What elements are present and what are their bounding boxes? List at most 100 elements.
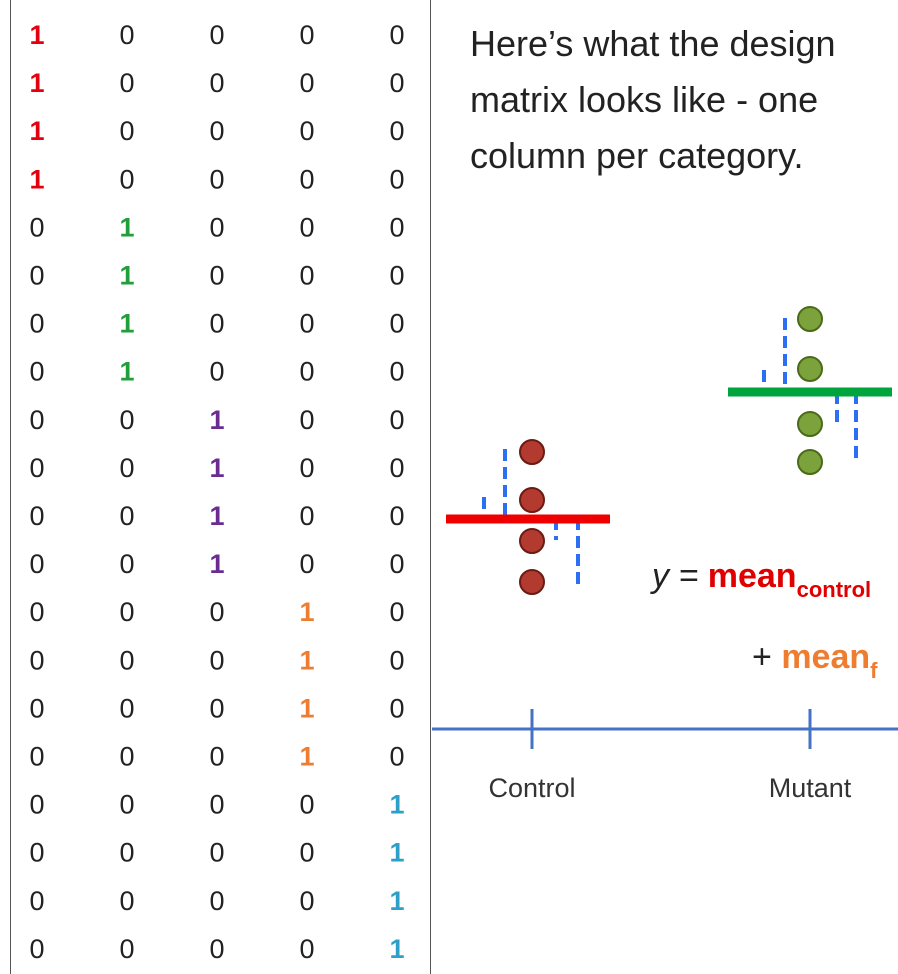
matrix-cell-r16-c3: 0 — [209, 742, 224, 772]
matrix-cell-r8-c4: 0 — [299, 357, 314, 387]
mutant-point-4 — [797, 449, 823, 475]
matrix-cell-r15-c3: 0 — [209, 693, 224, 723]
matrix-cell-r8-c5: 0 — [389, 357, 404, 387]
matrix-cell-r6-c4: 0 — [299, 261, 314, 291]
matrix-cell-r8-c3: 0 — [209, 357, 224, 387]
matrix-cell-r12-c4: 0 — [299, 549, 314, 579]
matrix-cell-r10-c5: 0 — [389, 453, 404, 483]
mutant-point-2 — [797, 356, 823, 382]
matrix-cell-r18-c2: 0 — [119, 838, 134, 868]
matrix-cell-r2-c4: 0 — [299, 68, 314, 98]
matrix-cell-r18-c1: 0 — [29, 838, 44, 868]
matrix-cell-r19-c2: 0 — [119, 886, 134, 916]
design-matrix-panel: 1 0 0 0 0 1 0 0 0 0 1 0 0 0 0 1 0 0 0 0 0 1 0 0 0 0 1 0 0 0 0 1 0 0 0 0 1 0 0 0… — [10, 0, 431, 974]
matrix-cell-r9-c4: 0 — [299, 405, 314, 435]
x-label-control: Control — [488, 773, 575, 803]
equation-sub-f: f — [870, 658, 878, 683]
matrix-cell-r1-c5: 0 — [389, 20, 404, 50]
matrix-cell-r17-c2: 0 — [119, 790, 134, 820]
matrix-cell-r15-c5: 0 — [389, 693, 404, 723]
matrix-cell-r12-c2: 0 — [119, 549, 134, 579]
matrix-cell-r11-c3: 1 — [209, 501, 224, 531]
mutant-point-1 — [797, 306, 823, 332]
matrix-cell-r8-c1: 0 — [29, 357, 44, 387]
matrix-cell-r9-c3: 1 — [209, 405, 224, 435]
matrix-cell-r14-c1: 0 — [29, 645, 44, 675]
matrix-cell-r2-c2: 0 — [119, 68, 134, 98]
matrix-cell-r6-c3: 0 — [209, 261, 224, 291]
matrix-cell-r16-c4: 1 — [299, 742, 314, 772]
matrix-cell-r7-c2: 1 — [119, 309, 134, 339]
matrix-cell-r13-c2: 0 — [119, 597, 134, 627]
matrix-cell-r1-c1: 1 — [29, 20, 44, 50]
mutant-point-3 — [797, 411, 823, 437]
matrix-cell-r16-c1: 0 — [29, 742, 44, 772]
matrix-cell-r14-c2: 0 — [119, 645, 134, 675]
matrix-cell-r10-c4: 0 — [299, 453, 314, 483]
matrix-cell-r6-c2: 1 — [119, 261, 134, 291]
matrix-cell-r16-c5: 0 — [389, 742, 404, 772]
matrix-cell-r2-c5: 0 — [389, 68, 404, 98]
mutant-group — [728, 306, 892, 475]
matrix-cell-r8-c2: 1 — [119, 357, 134, 387]
matrix-cell-r1-c2: 0 — [119, 20, 134, 50]
matrix-cell-r20-c2: 0 — [119, 934, 134, 964]
matrix-cell-r17-c4: 0 — [299, 790, 314, 820]
matrix-cell-r10-c2: 0 — [119, 453, 134, 483]
matrix-cell-r3-c1: 1 — [29, 116, 44, 146]
matrix-cell-r5-c4: 0 — [299, 212, 314, 242]
matrix-cell-r1-c4: 0 — [299, 20, 314, 50]
matrix-cell-r9-c2: 0 — [119, 405, 134, 435]
matrix-cell-r10-c3: 1 — [209, 453, 224, 483]
matrix-cell-r4-c3: 0 — [209, 164, 224, 194]
matrix-cell-r18-c4: 0 — [299, 838, 314, 868]
matrix-cell-r5-c2: 1 — [119, 212, 134, 242]
control-point-1 — [519, 439, 545, 465]
matrix-cell-r2-c1: 1 — [29, 68, 44, 98]
matrix-cell-r18-c5: 1 — [389, 838, 404, 868]
matrix-cell-r13-c5: 0 — [389, 597, 404, 627]
matrix-cell-r12-c1: 0 — [29, 549, 44, 579]
matrix-cell-r17-c5: 1 — [389, 790, 404, 820]
matrix-cell-r17-c3: 0 — [209, 790, 224, 820]
matrix-cell-r12-c5: 0 — [389, 549, 404, 579]
matrix-cell-r18-c3: 0 — [209, 838, 224, 868]
matrix-cell-r7-c3: 0 — [209, 309, 224, 339]
matrix-cell-r5-c5: 0 — [389, 212, 404, 242]
matrix-cell-r9-c5: 0 — [389, 405, 404, 435]
equation-line-1: y = meancontrol — [650, 557, 871, 602]
matrix-cell-r20-c1: 0 — [29, 934, 44, 964]
matrix-cell-r11-c1: 0 — [29, 501, 44, 531]
matrix-cell-r19-c1: 0 — [29, 886, 44, 916]
matrix-cell-r13-c4: 1 — [299, 597, 314, 627]
equation-line-2: + meanf — [752, 638, 878, 683]
matrix-cell-r14-c4: 1 — [299, 645, 314, 675]
matrix-cell-r4-c1: 1 — [29, 164, 44, 194]
matrix-cell-r7-c5: 0 — [389, 309, 404, 339]
equation-mean-f: mean — [781, 638, 870, 676]
matrix-cell-r4-c5: 0 — [389, 164, 404, 194]
matrix-cell-r17-c1: 0 — [29, 790, 44, 820]
matrix-cell-r13-c1: 0 — [29, 597, 44, 627]
matrix-cell-r15-c1: 0 — [29, 693, 44, 723]
matrix-cell-r3-c2: 0 — [119, 116, 134, 146]
matrix-cell-r5-c3: 0 — [209, 212, 224, 242]
matrix-cell-r3-c5: 0 — [389, 116, 404, 146]
matrix-cell-r15-c4: 1 — [299, 693, 314, 723]
matrix-cell-r6-c5: 0 — [389, 261, 404, 291]
matrix-cell-r12-c3: 1 — [209, 549, 224, 579]
matrix-cell-r10-c1: 0 — [29, 453, 44, 483]
matrix-cell-r6-c1: 0 — [29, 261, 44, 291]
matrix-cell-r19-c3: 0 — [209, 886, 224, 916]
matrix-cell-r20-c5: 1 — [389, 934, 404, 964]
matrix-cell-r3-c3: 0 — [209, 116, 224, 146]
control-point-4 — [519, 569, 545, 595]
matrix-cell-r4-c4: 0 — [299, 164, 314, 194]
matrix-cell-r11-c5: 0 — [389, 501, 404, 531]
matrix-cell-r1-c3: 0 — [209, 20, 224, 50]
equation-sub-control: control — [797, 577, 872, 602]
equation-y: y = — [650, 557, 708, 595]
design-matrix: 1 0 0 0 0 1 0 0 0 0 1 0 0 0 0 1 0 0 0 0 0 1 0 0 0 0 1 0 0 0 0 1 0 0 0 0 1 0 0 0… — [29, 20, 404, 964]
control-point-2 — [519, 487, 545, 513]
matrix-cell-r11-c4: 0 — [299, 501, 314, 531]
